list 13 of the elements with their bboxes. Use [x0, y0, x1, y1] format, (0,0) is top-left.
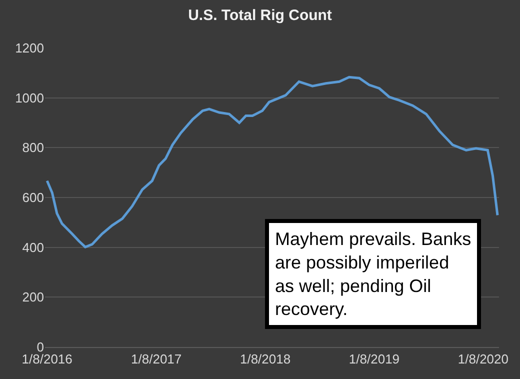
annotation: Mayhem prevails. Banks are possibly imperiled as well; pending Oil recovery.: [275, 229, 472, 320]
y-tick-label: 1200: [15, 40, 44, 56]
x-tick-label: 1/8/2017: [131, 352, 182, 367]
x-tick-label: 1/8/2019: [348, 352, 400, 367]
y-tick-label: 800: [22, 140, 44, 156]
y-tick-label: 200: [22, 290, 44, 305]
x-tick-label: 1/8/2018: [240, 352, 291, 367]
x-tick-label: 1/8/2020: [458, 352, 508, 367]
line-series: [46, 76, 499, 248]
y-tick-label: 400: [22, 240, 44, 255]
chart-title: U.S. Total Rig Count: [188, 6, 332, 24]
y-tick-label: 600: [22, 190, 44, 206]
y-tick-label: 1000: [15, 90, 44, 106]
